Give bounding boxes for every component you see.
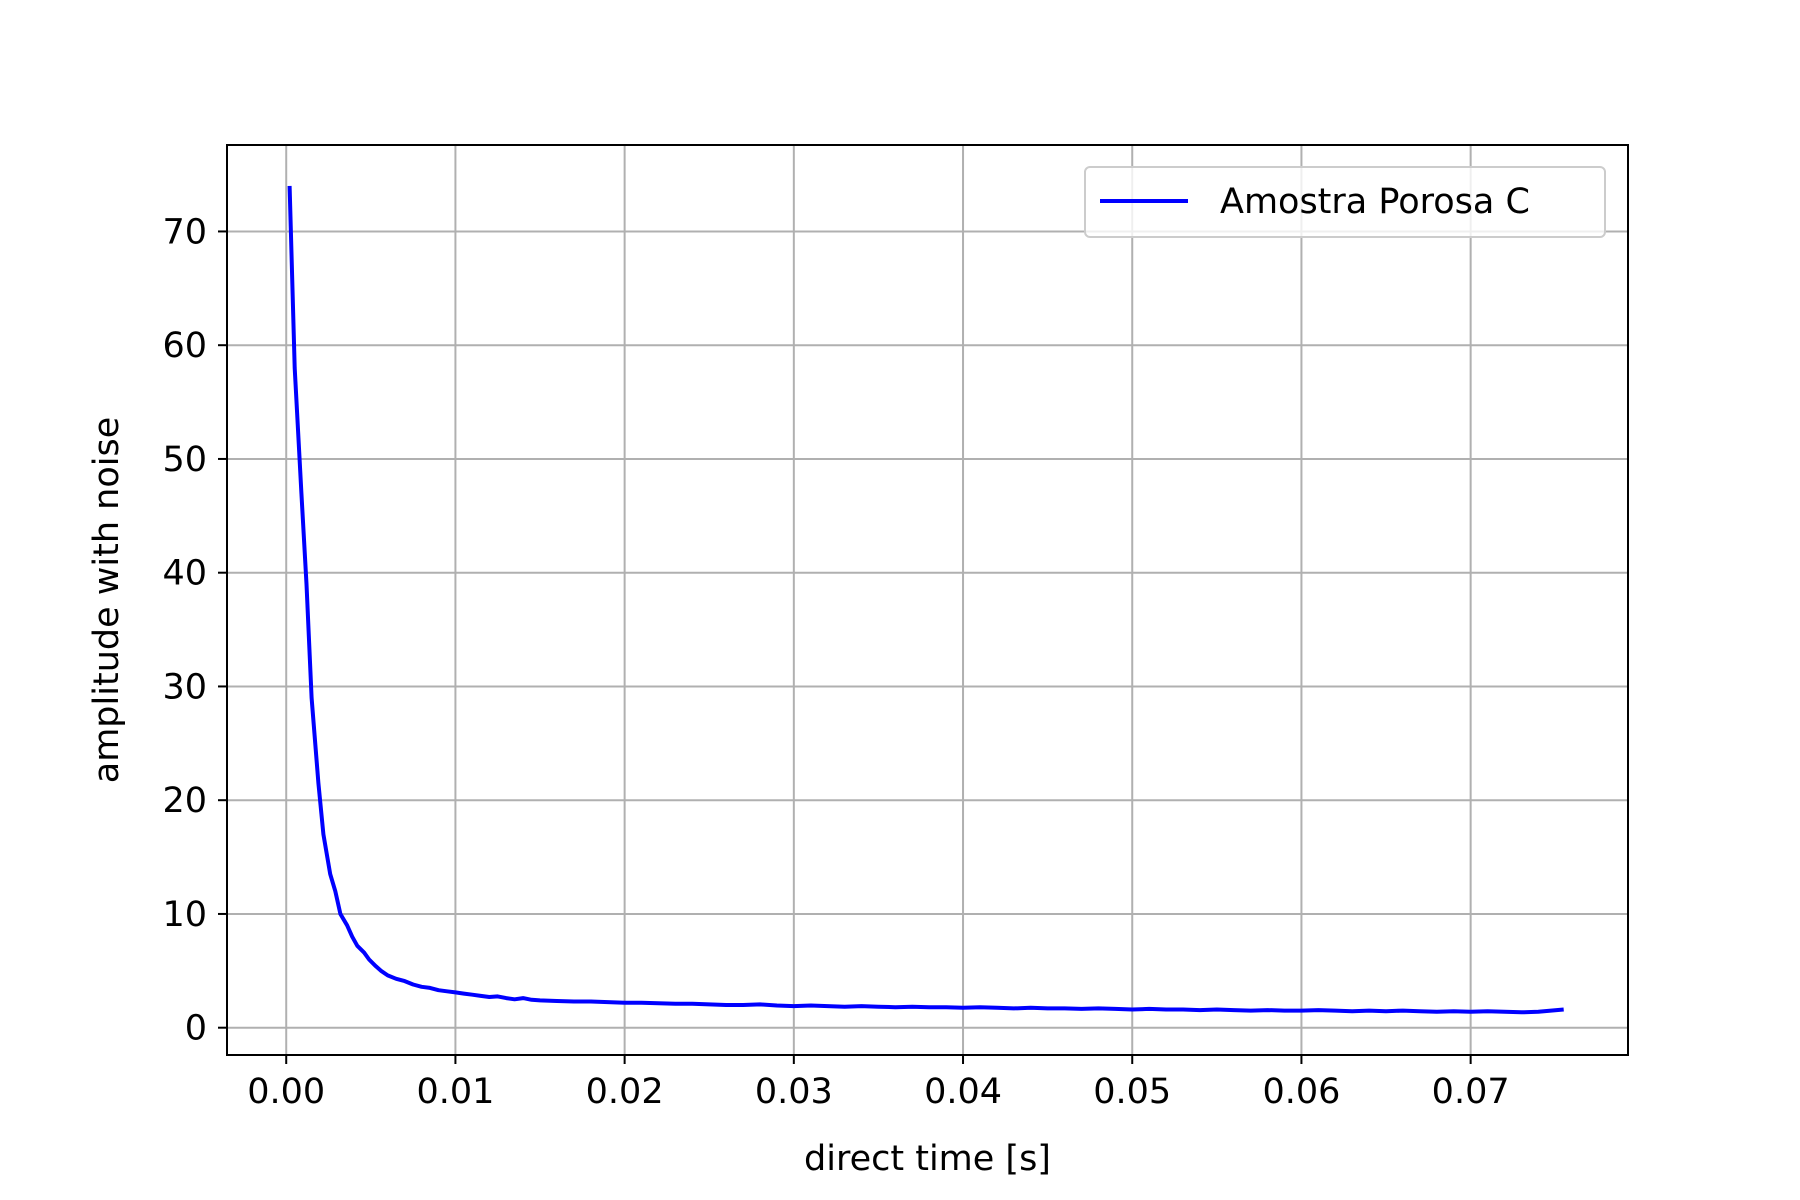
x-tick-label: 0.03 <box>755 1072 833 1112</box>
y-tick-label: 50 <box>162 440 207 480</box>
y-tick-label: 70 <box>162 212 207 252</box>
x-axis-title: direct time [s] <box>804 1139 1051 1179</box>
y-tick-label: 10 <box>162 895 207 935</box>
grid <box>227 145 1628 1055</box>
plot-area-frame <box>226 144 1629 1056</box>
legend: Amostra Porosa C <box>1084 166 1606 238</box>
legend-box <box>1084 166 1606 238</box>
y-tick-label: 30 <box>162 667 207 707</box>
x-tick-label: 0.07 <box>1432 1072 1510 1112</box>
x-tick-label: 0.00 <box>247 1072 325 1112</box>
legend-label: Amostra Porosa C <box>1220 182 1530 222</box>
x-tick-label: 0.01 <box>416 1072 494 1112</box>
axis-ticks: 0.00 0.01 0.02 0.03 0.04 0.05 0.06 0.07 0 10 20 30 4… <box>162 212 1509 1112</box>
x-tick-label: 0.06 <box>1262 1072 1340 1112</box>
y-tick-label: 0 <box>185 1009 207 1049</box>
y-axis-title: amplitude with noise <box>87 417 127 783</box>
y-tick-label: 40 <box>162 554 207 594</box>
x-tick-label: 0.05 <box>1093 1072 1171 1112</box>
series-layer <box>287 185 1564 1015</box>
x-tick-label: 0.04 <box>924 1072 1002 1112</box>
y-tick-label: 60 <box>162 326 207 366</box>
series-line <box>287 185 1564 1015</box>
y-tick-label: 20 <box>162 781 207 821</box>
x-tick-label: 0.02 <box>586 1072 664 1112</box>
